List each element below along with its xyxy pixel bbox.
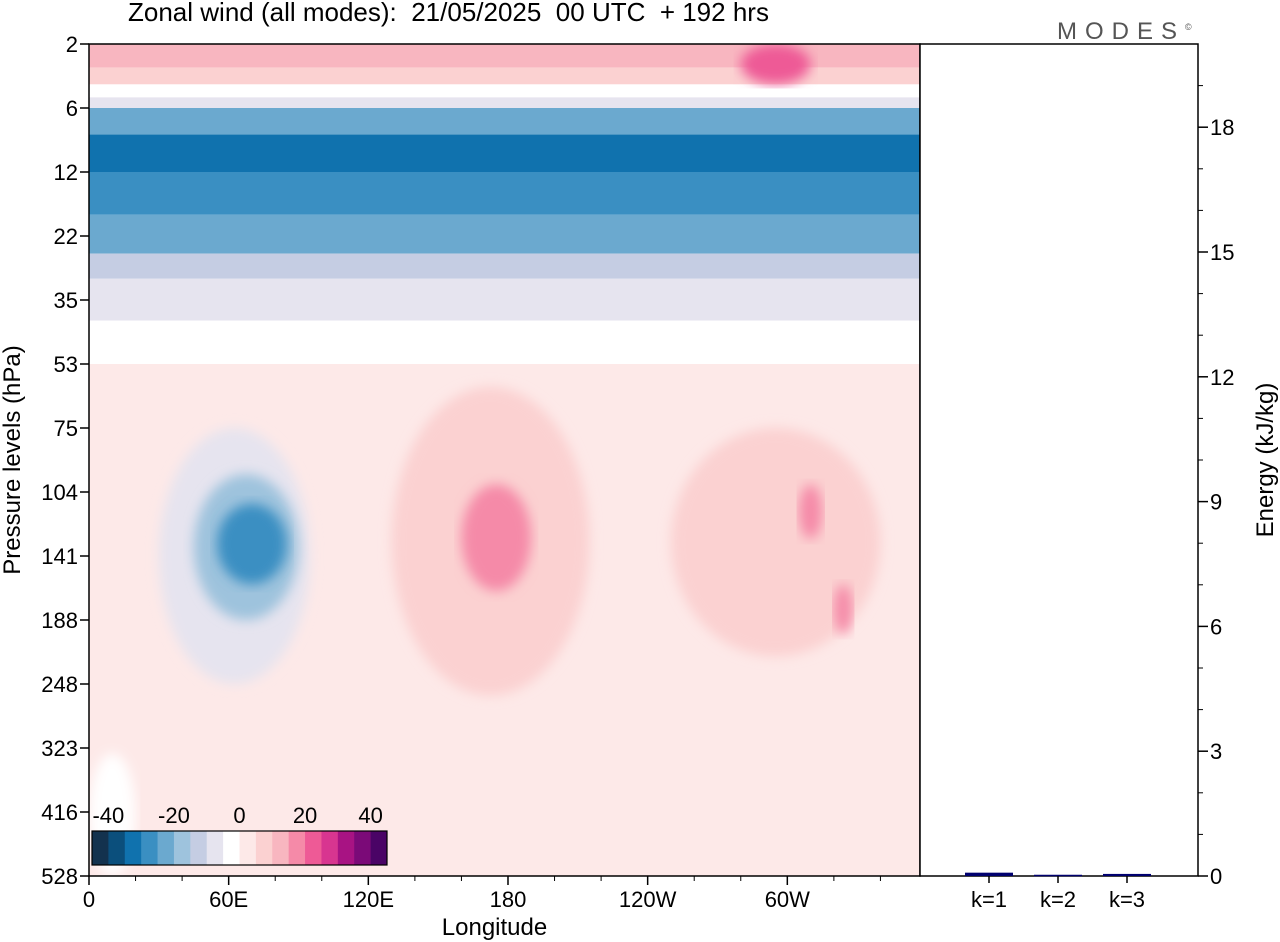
- copyright-mark: ©: [1185, 22, 1192, 32]
- modes-logo: MODES©: [1057, 18, 1192, 46]
- y-tick-label-6: 6: [66, 96, 78, 121]
- heat-band-3: [89, 97, 920, 108]
- heat-band-7: [89, 214, 920, 254]
- y-tick-label-12: 12: [54, 160, 78, 185]
- x-tick-label-60W: 60W: [765, 887, 810, 912]
- y-tick-label-248: 248: [41, 672, 78, 697]
- colorbar-swatch-0: [92, 831, 109, 865]
- colorbar-swatch-15: [337, 831, 355, 865]
- y-tick-label-35: 35: [54, 288, 78, 313]
- x-tick-label-120E: 120E: [343, 887, 394, 912]
- energy-tick-label-15: 15: [1210, 240, 1234, 265]
- energy-axis-label: Energy (kJ/kg): [1252, 383, 1279, 538]
- y-axis-label: Pressure levels (hPa): [0, 345, 26, 574]
- colorbar-swatch-5: [173, 831, 191, 865]
- energy-cat-label-k=1: k=1: [971, 887, 1007, 912]
- heat-band-5: [89, 134, 920, 172]
- heat-band-8: [89, 253, 920, 279]
- y-tick-label-53: 53: [54, 352, 78, 377]
- energy-tick-label-9: 9: [1210, 490, 1222, 515]
- energy-cat-label-k=2: k=2: [1040, 887, 1076, 912]
- colorbar-swatch-7: [206, 831, 224, 865]
- heat-feature-8: [740, 44, 811, 85]
- heatmap-area: [89, 44, 920, 876]
- heat-feature-7: [833, 584, 853, 635]
- colorbar-swatch-1: [108, 831, 126, 865]
- heat-band-10: [89, 320, 920, 364]
- y-tick-label-416: 416: [41, 800, 78, 825]
- energy-tick-label-0: 0: [1210, 864, 1222, 889]
- heat-feature-6: [798, 484, 823, 539]
- energy-frame: [919, 43, 1199, 877]
- colorbar-label--40: -40: [92, 803, 124, 828]
- colorbar-swatch-14: [321, 831, 339, 865]
- colorbar-swatch-10: [255, 831, 273, 865]
- colorbar-label-0: 0: [233, 803, 245, 828]
- x-tick-label-180: 180: [490, 887, 527, 912]
- colorbar-label-20: 20: [293, 803, 317, 828]
- heat-band-1: [89, 67, 920, 85]
- x-axis-label: Longitude: [442, 914, 547, 941]
- energy-bar-k=3: [1103, 873, 1151, 876]
- heat-band-6: [89, 172, 920, 215]
- colorbar: -40 -20 0 20 40: [91, 803, 388, 866]
- y-tick-label-22: 22: [54, 224, 78, 249]
- colorbar-swatch-8: [223, 831, 240, 865]
- heat-feature-5: [670, 428, 881, 657]
- heat-feature-4: [461, 484, 532, 591]
- colorbar-swatch-3: [141, 831, 159, 865]
- x-tick-label-60E: 60E: [209, 887, 248, 912]
- heat-band-4: [89, 108, 920, 135]
- colorbar-swatch-6: [190, 831, 208, 865]
- energy-bar-k=2: [1034, 874, 1082, 877]
- energy-cat-label-k=3: k=3: [1109, 887, 1145, 912]
- y-tick-label-323: 323: [41, 736, 78, 761]
- colorbar-swatch-13: [305, 831, 322, 865]
- energy-bar-k=1: [965, 872, 1013, 876]
- colorbar-swatch-9: [239, 831, 257, 865]
- y-tick-label-104: 104: [41, 480, 78, 505]
- y-tick-label-141: 141: [41, 544, 78, 569]
- y-tick-label-188: 188: [41, 608, 78, 633]
- energy-tick-label-12: 12: [1210, 365, 1234, 390]
- heat-band-0: [89, 44, 920, 68]
- y-tick-label-2: 2: [66, 32, 78, 57]
- colorbar-swatch-4: [157, 831, 175, 865]
- colorbar-frame: [91, 830, 388, 866]
- chart-title: Zonal wind (all modes): 21/05/2025 00 UT…: [128, 0, 769, 27]
- heat-band-2: [89, 84, 920, 98]
- x-tick-label-0: 0: [83, 887, 95, 912]
- x-tick-label-120W: 120W: [619, 887, 677, 912]
- colorbar-swatch-11: [272, 831, 290, 865]
- y-tick-label-528: 528: [41, 864, 78, 889]
- colorbar-swatch-17: [370, 831, 388, 865]
- energy-tick-label-3: 3: [1210, 739, 1222, 764]
- heat-band-9: [89, 278, 920, 321]
- colorbar-swatch-16: [354, 831, 372, 865]
- energy-tick-label-6: 6: [1210, 614, 1222, 639]
- heat-feature-2: [217, 503, 287, 585]
- colorbar-swatch-2: [124, 831, 142, 865]
- energy-bar-panel: 0 3 6 9 12 15 18 k=1 k=2 k=3 Energy (kJ/kg): [919, 43, 1279, 912]
- colorbar-label--20: -20: [158, 803, 190, 828]
- colorbar-swatch-12: [288, 831, 306, 865]
- logo-text: MODES: [1057, 18, 1186, 45]
- energy-tick-label-18: 18: [1210, 115, 1234, 140]
- colorbar-label-40: 40: [358, 803, 382, 828]
- y-tick-label-75: 75: [54, 416, 78, 441]
